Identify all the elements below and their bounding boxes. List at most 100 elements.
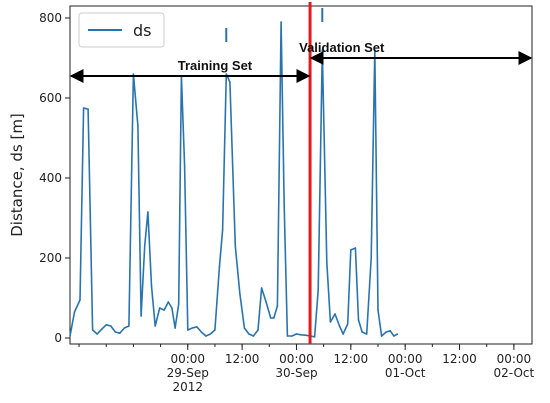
data-point (354, 247, 357, 249)
data-point (225, 73, 228, 75)
data-point (167, 301, 170, 303)
data-point (396, 333, 399, 335)
data-point (260, 287, 263, 289)
data-point (374, 49, 376, 51)
y-axis-label: Distance, ds [m] (8, 113, 26, 237)
data-point (123, 327, 126, 329)
data-point (257, 329, 259, 331)
data-point (350, 249, 352, 251)
data-point (234, 245, 237, 247)
data-point (140, 315, 142, 317)
x-tick-label: 12:00 (442, 352, 477, 366)
x-tick-label: 12:00 (225, 352, 260, 366)
data-point (214, 329, 216, 331)
data-point (239, 293, 241, 295)
data-point (370, 257, 373, 259)
data-point (304, 334, 307, 337)
data-point (82, 107, 85, 109)
x-tick-label: 00:00 (170, 352, 205, 366)
data-point (163, 309, 166, 311)
data-point (154, 325, 156, 327)
data-point (186, 329, 189, 331)
data-point (269, 317, 272, 319)
data-point (361, 331, 363, 333)
data-point (252, 335, 255, 337)
data-point (334, 313, 336, 315)
data-point (209, 333, 212, 335)
annotation-label: Training Set (178, 58, 253, 73)
data-point (380, 335, 383, 337)
data-point (137, 125, 139, 127)
data-point (385, 331, 387, 333)
y-tick-label: 800 (39, 11, 62, 25)
x-tick-label: 30-Sep (275, 366, 317, 380)
data-point (273, 317, 275, 319)
data-point (200, 331, 203, 333)
data-point (191, 327, 194, 329)
data-point (143, 245, 146, 247)
data-point (342, 333, 344, 335)
data-point (357, 319, 360, 321)
x-tick-label: 2012 (172, 380, 203, 394)
data-point (79, 299, 81, 301)
data-point (87, 108, 89, 110)
plot-frame (69, 5, 533, 345)
data-point (114, 331, 117, 333)
data-point (100, 328, 103, 331)
x-tick-label: 02-Oct (494, 366, 535, 380)
data-point (147, 211, 149, 213)
data-point (150, 285, 153, 287)
data-point (243, 327, 246, 329)
data-point (300, 334, 302, 336)
data-point (321, 49, 324, 51)
y-tick-label: 600 (39, 91, 62, 105)
y-tick-label: 0 (54, 331, 62, 345)
data-point (205, 335, 207, 337)
data-point (365, 333, 368, 335)
data-point (326, 261, 328, 263)
x-tick-label: 00:00 (388, 352, 423, 366)
data-point (280, 21, 282, 23)
data-point (196, 326, 198, 328)
data-point (177, 303, 180, 305)
data-point (221, 229, 224, 231)
data-point (329, 321, 332, 323)
data-point (229, 81, 231, 83)
x-tick-label: 01-Oct (385, 366, 426, 380)
data-point (158, 307, 161, 309)
y-tick-label: 200 (39, 251, 62, 265)
data-point (248, 333, 250, 335)
data-point (91, 329, 94, 331)
y-tick-label: 400 (39, 171, 62, 185)
x-tick-label: 12:00 (334, 352, 369, 366)
data-point (218, 265, 221, 267)
data-point (109, 325, 112, 327)
data-point (265, 301, 267, 303)
data-point (96, 333, 98, 335)
data-point (69, 335, 71, 337)
data-point (338, 325, 341, 327)
data-point (132, 73, 135, 75)
data-point (174, 327, 176, 329)
x-tick-label: 00:00 (497, 352, 532, 366)
series-layer (69, 21, 399, 338)
data-point (105, 324, 108, 326)
data-point (317, 289, 320, 291)
data-point (128, 325, 130, 327)
overlay-layer: Training Set Validation Set (69, 2, 533, 344)
legend-label: ds (133, 21, 152, 40)
data-point (291, 335, 293, 337)
x-tick-label: 00:00 (279, 352, 314, 366)
data-point (389, 330, 392, 332)
data-point (171, 307, 173, 309)
data-point (346, 323, 349, 325)
data-point (295, 333, 298, 335)
data-point (73, 311, 76, 313)
data-point (183, 165, 186, 167)
x-tick-label: 29-Sep (167, 366, 209, 380)
data-point (119, 332, 121, 335)
data-point (286, 335, 289, 337)
data-point (283, 205, 286, 207)
